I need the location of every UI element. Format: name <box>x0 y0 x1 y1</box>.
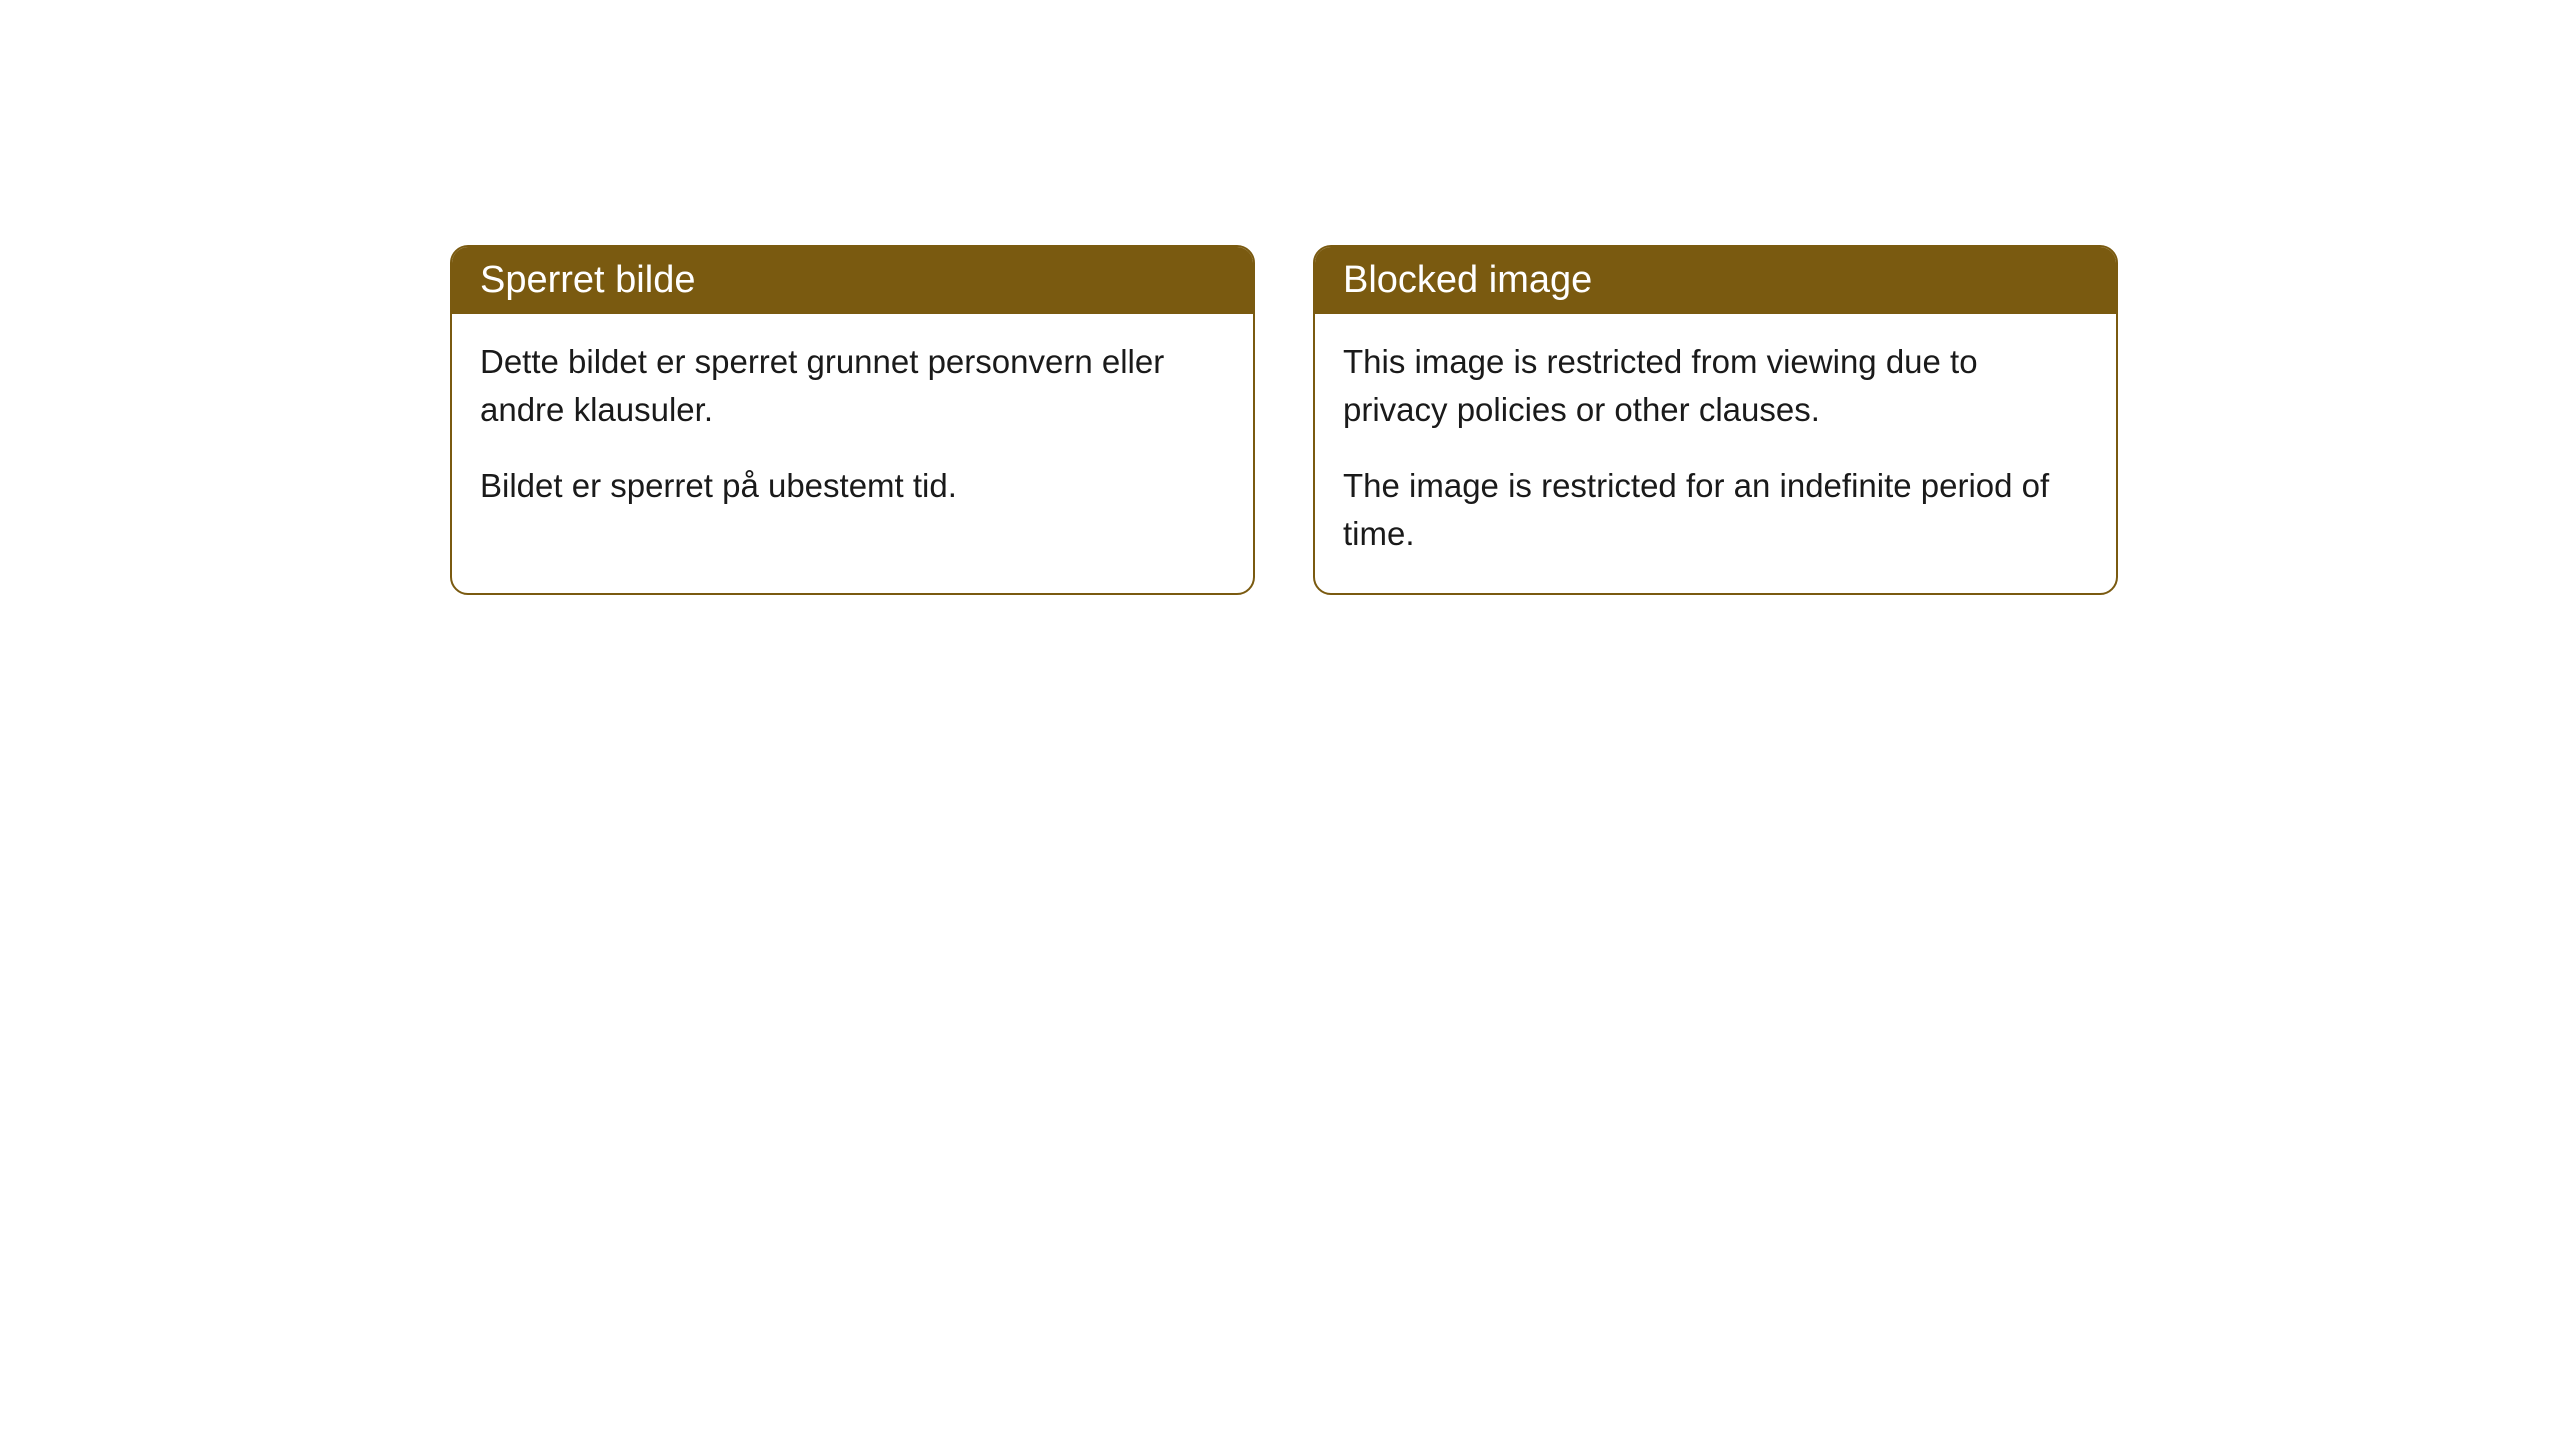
card-paragraph: Bildet er sperret på ubestemt tid. <box>480 462 1225 510</box>
card-header: Sperret bilde <box>452 247 1253 314</box>
notice-card-english: Blocked image This image is restricted f… <box>1313 245 2118 595</box>
card-title: Sperret bilde <box>480 259 695 301</box>
notice-cards-container: Sperret bilde Dette bildet er sperret gr… <box>450 245 2118 595</box>
notice-card-norwegian: Sperret bilde Dette bildet er sperret gr… <box>450 245 1255 595</box>
card-paragraph: Dette bildet er sperret grunnet personve… <box>480 338 1225 434</box>
card-paragraph: This image is restricted from viewing du… <box>1343 338 2088 434</box>
card-body: Dette bildet er sperret grunnet personve… <box>452 314 1253 546</box>
card-paragraph: The image is restricted for an indefinit… <box>1343 462 2088 558</box>
card-title: Blocked image <box>1343 259 1592 301</box>
card-body: This image is restricted from viewing du… <box>1315 314 2116 593</box>
card-header: Blocked image <box>1315 247 2116 314</box>
